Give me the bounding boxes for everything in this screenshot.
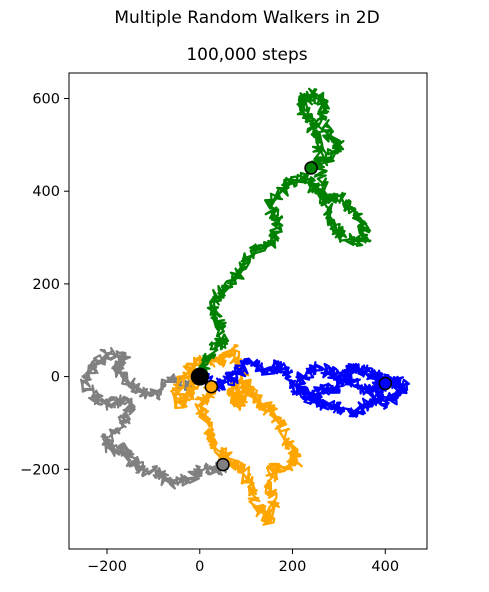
walker-paths [80,87,410,526]
y-axis: −200 0 200 400 600 [20,91,69,478]
y-tick-label: 400 [32,184,60,200]
walker-path-3 [194,357,410,419]
x-tick-label: 400 [371,559,399,575]
y-tick-label: 200 [32,277,60,293]
x-tick-label: 200 [279,559,307,575]
x-tick-label: −200 [87,559,127,575]
walker-markers [190,161,393,472]
chart-title: Multiple Random Walkers in 2D [114,8,379,28]
walker-path-4 [194,87,372,383]
chart-subtitle: 100,000 steps [186,45,307,65]
walker-end-point-4 [304,161,318,175]
y-tick-label: 600 [32,91,60,107]
y-tick-label: −200 [20,462,60,478]
walker-end-point-1 [216,457,230,472]
x-axis: −200 0 200 400 [87,549,399,575]
plot-frame [68,72,428,550]
start-point [190,367,209,386]
walker-end-point-3 [378,376,393,391]
walker-end-point-2 [204,380,219,394]
x-tick-label: 0 [195,559,204,575]
y-tick-label: 0 [51,370,60,386]
walker-path-1 [80,347,229,490]
